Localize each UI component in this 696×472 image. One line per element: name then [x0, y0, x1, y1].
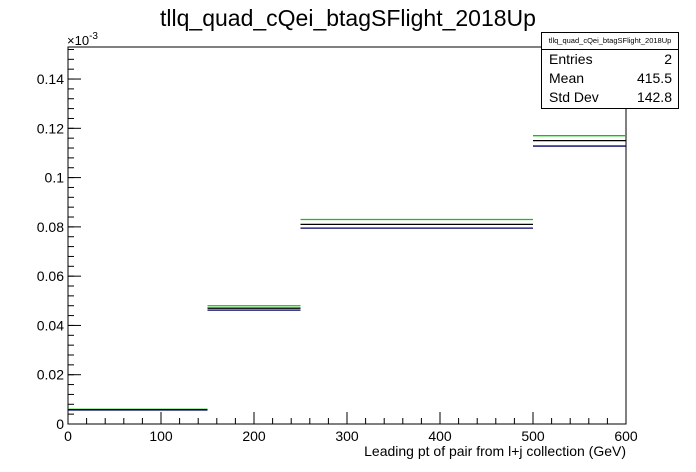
x-axis: 0 100 200 300 400 500 600	[64, 412, 638, 444]
stats-value-stddev: 142.8	[636, 89, 672, 105]
stats-value-mean: 415.5	[636, 70, 672, 86]
y-tick-label: 0.02	[37, 367, 64, 383]
y-tick-label: 0.04	[37, 317, 64, 333]
x-tick-label: 200	[242, 428, 266, 444]
x-tick-label: 600	[614, 428, 638, 444]
y-tick-label: 0	[56, 416, 64, 432]
histogram-bins	[68, 135, 626, 411]
y-tick-label: 0.1	[45, 170, 65, 186]
y-axis: 0 0.02 0.04 0.06 0.08 0.1 0.12 0.14	[37, 48, 81, 432]
x-axis-label: Leading pt of pair from l+j collection (…	[364, 443, 626, 459]
stats-label-stddev: Std Dev	[549, 89, 599, 105]
stats-box: tllq_quad_cQei_btagSFlight_2018Up Entrie…	[541, 32, 679, 109]
stats-label-entries: Entries	[549, 51, 593, 67]
stats-row-stddev: Std Dev 142.8	[542, 88, 678, 107]
stats-row-mean: Mean 415.5	[542, 69, 678, 88]
x-tick-label: 300	[335, 428, 359, 444]
x-tick-label: 0	[64, 428, 72, 444]
y-exponent-power: -3	[89, 31, 98, 42]
y-tick-label: 0.14	[37, 71, 64, 87]
y-tick-label: 0.08	[37, 219, 64, 235]
x-tick-label: 400	[428, 428, 452, 444]
y-tick-label: 0.12	[37, 120, 64, 136]
stats-row-entries: Entries 2	[542, 50, 678, 69]
x-tick-label: 100	[149, 428, 173, 444]
stats-label-mean: Mean	[549, 70, 585, 86]
y-axis-exponent-label: ×10-3	[67, 31, 98, 48]
stats-value-entries: 2	[664, 51, 672, 67]
x-tick-label: 500	[521, 428, 545, 444]
y-exponent-base: ×10	[67, 33, 89, 48]
chart-title: tllq_quad_cQei_btagSFlight_2018Up	[160, 5, 536, 31]
y-tick-label: 0.06	[37, 268, 64, 284]
stats-title: tllq_quad_cQei_btagSFlight_2018Up	[542, 33, 678, 50]
